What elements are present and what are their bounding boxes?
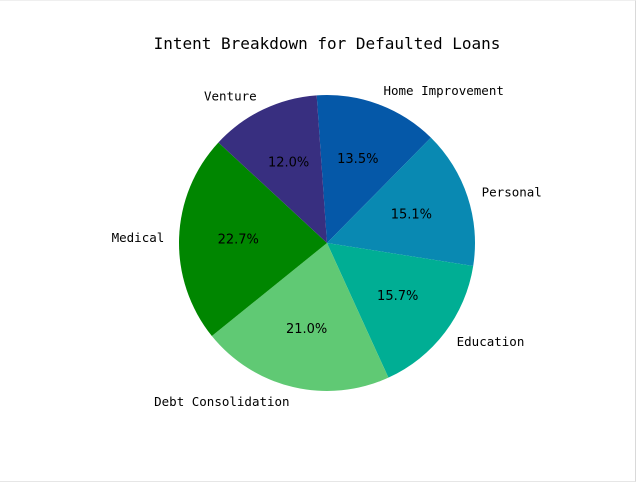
pie-slice-debt-consolidation	[211, 243, 389, 391]
pie-slice-education	[327, 243, 474, 378]
category-label-venture: Venture	[204, 89, 257, 104]
percent-label-home-improvement: 13.5%	[337, 152, 378, 167]
pie-slices	[178, 94, 475, 391]
category-label-medical: Medical	[112, 230, 165, 245]
category-labels: Home Improvement Personal Education Debt Co…	[112, 83, 542, 409]
pie-slice-venture	[218, 95, 327, 243]
percent-label-medical: 22.7%	[218, 232, 259, 247]
category-label-education: Education	[457, 334, 525, 349]
category-label-home-improvement: Home Improvement	[383, 83, 503, 98]
pie-slice-medical	[178, 142, 327, 336]
chart-title: Intent Breakdown for Defaulted Loans	[154, 34, 501, 53]
percent-label-debt-consolidation: 21.0%	[286, 322, 327, 337]
category-label-debt-consolidation: Debt Consolidation	[154, 394, 289, 409]
percent-label-venture: 12.0%	[268, 155, 309, 170]
percent-labels: 13.5% 15.1% 15.7% 21.0% 22.7% 12.0%	[218, 152, 432, 337]
pie-slice-personal	[327, 137, 475, 267]
pie-slice-home-improvement	[316, 94, 431, 243]
category-label-personal: Personal	[482, 185, 542, 200]
percent-label-education: 15.7%	[377, 289, 418, 304]
percent-label-personal: 15.1%	[391, 208, 432, 223]
